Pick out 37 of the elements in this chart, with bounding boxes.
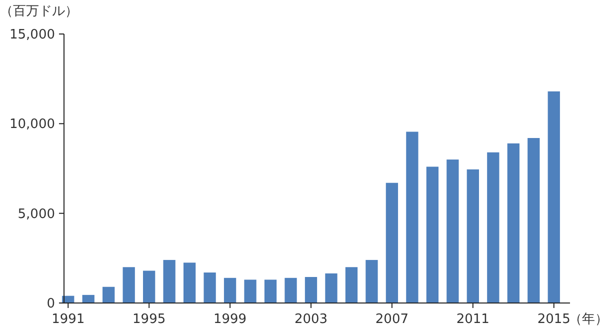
bar [487,152,500,303]
bar [366,260,378,303]
bar [304,276,318,303]
bar [548,91,560,303]
bar [224,278,236,303]
bar [143,270,156,303]
bar [284,278,297,303]
x-tick-label: 1991 [52,312,85,327]
bar [345,267,358,303]
x-tick-label: 1999 [213,312,247,327]
bar [446,160,459,303]
bar [325,273,338,303]
y-tick-label: 5,000 [18,206,55,222]
y-tick-label: 0 [46,296,55,312]
x-tick-label: 2011 [456,312,490,327]
x-tick-label: 1995 [132,312,166,327]
bar [204,272,216,303]
bar [426,166,439,303]
bar [466,169,479,303]
x-tick-label: 2003 [294,312,328,327]
bar [163,260,176,303]
x-tick-label: 2015 [537,312,570,327]
bar [386,182,398,303]
bar [528,138,540,303]
y-tick-label: 10,000 [10,117,55,132]
bar [264,280,277,303]
bar [122,267,135,303]
x-axis-title: （年） [569,312,608,327]
y-axis-title: （百万ドル） [0,4,78,19]
y-tick-label: 15,000 [10,28,55,42]
bar [183,262,196,303]
x-tick-label: 2007 [375,312,409,327]
bar [102,286,115,303]
bar [82,294,94,303]
bar [406,132,418,303]
bar [507,143,520,303]
bar [244,280,256,303]
